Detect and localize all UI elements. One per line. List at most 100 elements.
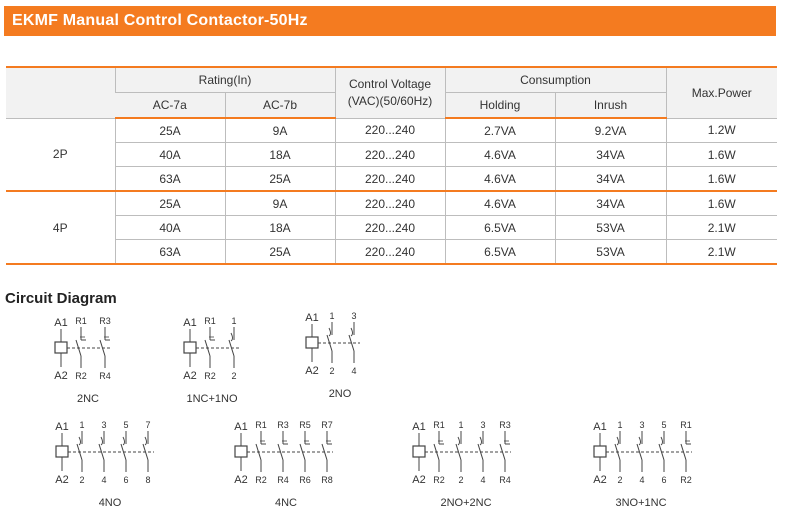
coil-top-label: A1 bbox=[55, 421, 68, 433]
contact-bottom-label: 6 bbox=[661, 475, 666, 485]
cell-max-power: 2.1W bbox=[665, 239, 777, 265]
contact-bottom-label: R2 bbox=[433, 475, 445, 485]
contact-bottom-label: 4 bbox=[101, 475, 106, 485]
cell-ac7b: 9A bbox=[224, 118, 335, 143]
coil-top-label: A1 bbox=[412, 421, 425, 433]
contact-blade bbox=[277, 443, 284, 461]
contact-top-label: R5 bbox=[299, 420, 311, 430]
contact-blade bbox=[614, 443, 621, 461]
contact-bottom-label: 2 bbox=[329, 366, 334, 376]
cell-inrush: 9.2VA bbox=[554, 118, 666, 143]
no-contact-mark bbox=[616, 436, 619, 446]
no-contact-mark bbox=[457, 436, 460, 446]
coil-symbol bbox=[234, 445, 248, 458]
coil-bottom-label: A2 bbox=[234, 474, 247, 486]
coil-bottom-label: A2 bbox=[183, 370, 196, 382]
cell-ac7a: 40A bbox=[114, 142, 225, 167]
contact-top-label: 3 bbox=[351, 311, 356, 321]
contact-bottom-label: 6 bbox=[123, 475, 128, 485]
coil-symbol bbox=[412, 445, 426, 458]
header-consumption: Consumption bbox=[444, 66, 666, 93]
contact-top-label: 3 bbox=[480, 420, 485, 430]
cell-ac7b: 25A bbox=[224, 239, 335, 265]
coil-bottom-label: A2 bbox=[55, 474, 68, 486]
table-row: 63A 25A 220...240 6.5VA 53VA 2.1W bbox=[6, 239, 777, 265]
contact-bottom-label: 4 bbox=[351, 366, 356, 376]
contact-blade bbox=[99, 339, 106, 357]
contact-bottom-label: R6 bbox=[299, 475, 311, 485]
contact-blade bbox=[299, 443, 306, 461]
contact-blade bbox=[321, 443, 328, 461]
no-contact-mark bbox=[638, 436, 641, 446]
cell-holding: 4.6VA bbox=[444, 166, 555, 192]
contact-top-label: 1 bbox=[79, 420, 84, 430]
contact-top-label: 3 bbox=[101, 420, 106, 430]
cell-max-power: 1.6W bbox=[665, 142, 777, 167]
circuit-diagram-title: Circuit Diagram bbox=[5, 290, 117, 307]
diagram-caption: 1NC+1NO bbox=[186, 393, 237, 405]
cell-holding: 4.6VA bbox=[444, 142, 555, 167]
coil-symbol bbox=[54, 341, 68, 354]
contact-bottom-label: R4 bbox=[499, 475, 511, 485]
contact-bottom-label: R8 bbox=[321, 475, 333, 485]
contact-blade bbox=[348, 334, 355, 352]
contact-bottom-label: 2 bbox=[458, 475, 463, 485]
contact-blade bbox=[228, 339, 235, 357]
contact-bottom-label: R2 bbox=[204, 371, 216, 381]
coil-top-label: A1 bbox=[305, 312, 318, 324]
contact-blade bbox=[98, 443, 105, 461]
coil-symbol bbox=[593, 445, 607, 458]
banner-title: EKMF Manual Control Contactor-50Hz bbox=[12, 12, 308, 29]
contact-bottom-label: R4 bbox=[99, 371, 111, 381]
diagram-caption: 4NC bbox=[275, 497, 297, 509]
coil-bottom-label: A2 bbox=[593, 474, 606, 486]
contact-top-label: R1 bbox=[433, 420, 445, 430]
contact-top-label: 1 bbox=[329, 311, 334, 321]
coil-symbol bbox=[55, 445, 69, 458]
group-label-2p: 2P bbox=[6, 118, 115, 192]
cell-inrush: 34VA bbox=[554, 166, 666, 192]
coil-top-label: A1 bbox=[234, 421, 247, 433]
contact-top-label: 3 bbox=[639, 420, 644, 430]
header-voltage-line1: Control Voltage bbox=[348, 76, 432, 91]
contact-top-label: 1 bbox=[458, 420, 463, 430]
table-row: 40A 18A 220...240 4.6VA 34VA 1.6W bbox=[6, 142, 777, 167]
contact-top-label: 7 bbox=[145, 420, 150, 430]
contact-top-label: 5 bbox=[661, 420, 666, 430]
header-ac7b: AC-7b bbox=[224, 92, 335, 119]
cell-ac7b: 18A bbox=[224, 142, 335, 167]
no-contact-mark bbox=[78, 436, 81, 446]
header-max-power: Max.Power bbox=[665, 66, 777, 119]
coil-top-label: A1 bbox=[183, 317, 196, 329]
cell-voltage: 220...240 bbox=[334, 191, 445, 216]
cell-ac7b: 18A bbox=[224, 215, 335, 240]
cell-voltage: 220...240 bbox=[334, 118, 445, 143]
no-contact-mark bbox=[479, 436, 482, 446]
cell-holding: 6.5VA bbox=[444, 215, 555, 240]
table-row: 4P 25A 9A 220...240 4.6VA 34VA 1.6W bbox=[6, 191, 777, 265]
cell-holding: 6.5VA bbox=[444, 239, 555, 265]
contact-blade bbox=[636, 443, 643, 461]
contact-bottom-label: 4 bbox=[639, 475, 644, 485]
contact-top-label: R1 bbox=[255, 420, 267, 430]
contact-top-label: 1 bbox=[231, 316, 236, 326]
header-rating: Rating(In) bbox=[114, 66, 335, 93]
cell-voltage: 220...240 bbox=[334, 215, 445, 240]
contact-top-label: R3 bbox=[99, 316, 111, 326]
contact-blade bbox=[204, 339, 211, 357]
coil-symbol bbox=[305, 336, 319, 349]
cell-ac7b: 9A bbox=[224, 191, 335, 216]
cell-max-power: 1.6W bbox=[665, 191, 777, 216]
diagram-caption: 3NO+1NC bbox=[615, 497, 666, 509]
contact-top-label: R3 bbox=[499, 420, 511, 430]
diagram-caption: 4NO bbox=[99, 497, 122, 509]
contact-top-label: 5 bbox=[123, 420, 128, 430]
cell-voltage: 220...240 bbox=[334, 166, 445, 192]
table-row: 40A 18A 220...240 6.5VA 53VA 2.1W bbox=[6, 215, 777, 240]
contact-top-label: R1 bbox=[75, 316, 87, 326]
header-ac7a: AC-7a bbox=[115, 92, 225, 119]
header-blank bbox=[6, 66, 115, 119]
coil-symbol bbox=[183, 341, 197, 354]
coil-bottom-label: A2 bbox=[54, 370, 67, 382]
cell-holding: 2.7VA bbox=[444, 118, 555, 143]
